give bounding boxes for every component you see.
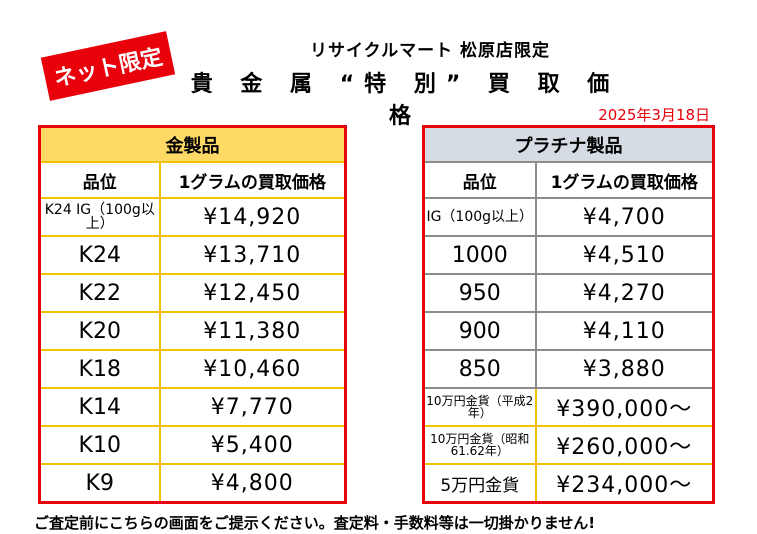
table-row: 850 ¥3,880 <box>422 349 715 389</box>
coin-grade: 10万円金貨（昭和61.62年） <box>422 425 537 465</box>
platinum-price: ¥4,270 <box>534 273 715 313</box>
coin-price: ¥234,000～ <box>534 463 715 504</box>
table-row: IG（100g以上） ¥4,700 <box>422 197 715 237</box>
platinum-grade: 950 <box>422 273 537 313</box>
store-name: リサイクルマート 松原店限定 <box>309 41 551 61</box>
table-row: 950 ¥4,270 <box>422 273 715 313</box>
web-only-stamp: ネット限定 <box>40 31 176 101</box>
gold-price: ¥5,400 <box>158 425 347 465</box>
gold-col-price: 1グラムの買取価格 <box>158 161 347 199</box>
platinum-col-grade: 品位 <box>422 161 537 199</box>
gold-grade: K20 <box>38 311 161 351</box>
gold-price: ¥4,800 <box>158 463 347 504</box>
gold-price: ¥13,710 <box>158 235 347 275</box>
gold-price: ¥14,920 <box>158 197 347 237</box>
platinum-table-heading: プラチナ製品 <box>422 125 715 163</box>
coin-grade: 5万円金貨 <box>422 463 537 504</box>
platinum-grade: 850 <box>422 349 537 389</box>
table-row: 900 ¥4,110 <box>422 311 715 351</box>
gold-grade: K10 <box>38 425 161 465</box>
footer-note: ご査定前にこちらの画面をご提示ください。査定料・手数料等は一切掛かりません! <box>34 514 596 532</box>
gold-price: ¥11,380 <box>158 311 347 351</box>
table-row: 1000 ¥4,510 <box>422 235 715 275</box>
table-row: K9 ¥4,800 <box>38 463 347 504</box>
gold-table-heading: 金製品 <box>38 125 347 163</box>
table-row: K24 IG（100g以上） ¥14,920 <box>38 197 347 237</box>
gold-price: ¥12,450 <box>158 273 347 313</box>
table-row: 10万円金貨（平成2年） ¥390,000～ <box>422 387 715 427</box>
page-title: 貴 金 属 “特 別” 買 取 価 格 <box>190 72 620 129</box>
gold-col-grade: 品位 <box>38 161 161 199</box>
table-row: K10 ¥5,400 <box>38 425 347 465</box>
platinum-grade: 1000 <box>422 235 537 275</box>
gold-grade: K22 <box>38 273 161 313</box>
coin-price: ¥390,000～ <box>534 387 715 427</box>
table-row: K22 ¥12,450 <box>38 273 347 313</box>
table-row: K14 ¥7,770 <box>38 387 347 427</box>
table-row: K20 ¥11,380 <box>38 311 347 351</box>
platinum-grade: IG（100g以上） <box>422 197 537 237</box>
platinum-grade: 900 <box>422 311 537 351</box>
gold-grade: K14 <box>38 387 161 427</box>
gold-grade: K18 <box>38 349 161 389</box>
platinum-price: ¥3,880 <box>534 349 715 389</box>
platinum-price: ¥4,510 <box>534 235 715 275</box>
platinum-col-price: 1グラムの買取価格 <box>534 161 715 199</box>
price-date: 2025年3月18日 <box>598 106 710 124</box>
platinum-price: ¥4,110 <box>534 311 715 351</box>
gold-price: ¥10,460 <box>158 349 347 389</box>
platinum-price-table: プラチナ製品 品位 1グラムの買取価格 IG（100g以上） ¥4,700 10… <box>422 125 715 504</box>
gold-price-table: 金製品 品位 1グラムの買取価格 K24 IG（100g以上） ¥14,920 … <box>38 125 347 504</box>
gold-grade: K24 IG（100g以上） <box>38 197 161 237</box>
coin-grade: 10万円金貨（平成2年） <box>422 387 537 427</box>
table-row: 5万円金貨 ¥234,000～ <box>422 463 715 504</box>
gold-grade: K24 <box>38 235 161 275</box>
table-row: K24 ¥13,710 <box>38 235 347 275</box>
table-row: K18 ¥10,460 <box>38 349 347 389</box>
gold-price: ¥7,770 <box>158 387 347 427</box>
table-row: 10万円金貨（昭和61.62年） ¥260,000～ <box>422 425 715 465</box>
gold-grade: K9 <box>38 463 161 504</box>
platinum-price: ¥4,700 <box>534 197 715 237</box>
coin-price: ¥260,000～ <box>534 425 715 465</box>
